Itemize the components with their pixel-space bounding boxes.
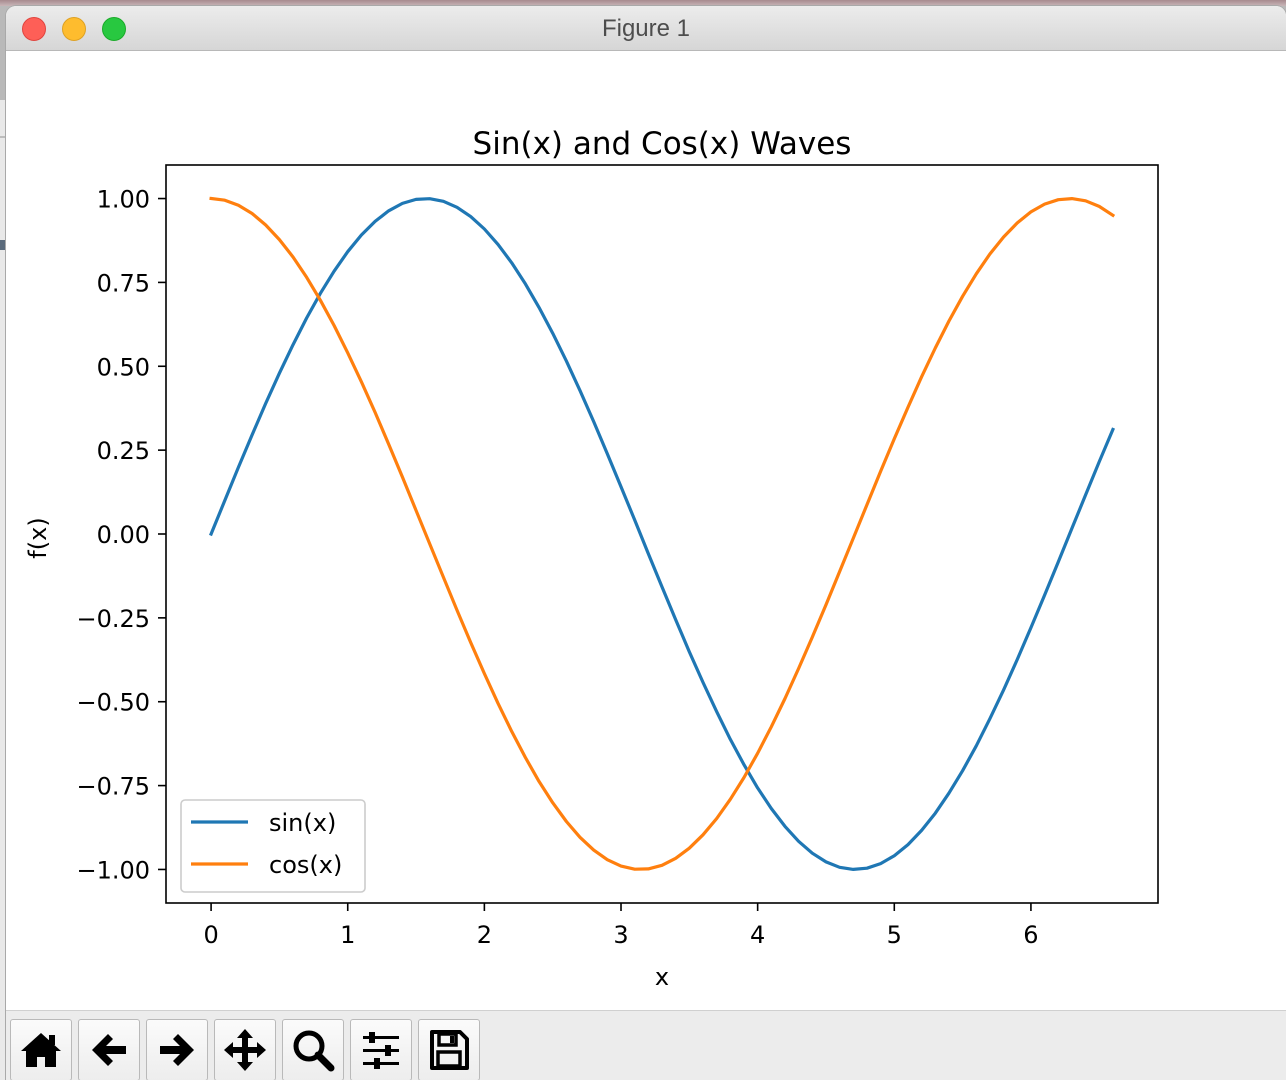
pan-icon — [224, 1029, 266, 1071]
x-tick-label: 5 — [887, 921, 902, 949]
x-axis-label: x — [655, 963, 669, 991]
y-tick-label: 0.75 — [97, 269, 150, 297]
legend-label: sin(x) — [269, 809, 336, 837]
y-axis: 1.00 0.75 0.50 0.25 0.00 −0.25 −0.50 −0.75 −1.00 — [76, 186, 166, 884]
forward-arrow-icon — [160, 1034, 194, 1066]
close-window-button[interactable] — [22, 17, 46, 41]
save-icon — [430, 1030, 469, 1070]
figure-window: Figure 1 Sin(x) and Cos(x) Waves 0 1 2 3 4 5 6… — [6, 6, 1286, 1080]
home-button[interactable] — [10, 1019, 72, 1080]
axes-frame — [165, 164, 1159, 904]
y-tick-label: −0.75 — [76, 773, 150, 801]
x-tick-label: 2 — [477, 921, 492, 949]
series-line-sin — [209, 197, 1115, 872]
forward-button[interactable] — [146, 1019, 208, 1080]
background-window-edge — [0, 100, 8, 1080]
back-arrow-icon — [92, 1034, 126, 1066]
y-tick-label: −0.50 — [76, 689, 150, 717]
y-tick-label: 0.25 — [97, 437, 150, 465]
y-tick-label: 0.50 — [97, 353, 150, 381]
zoom-icon — [293, 1030, 335, 1072]
chart[interactable]: Sin(x) and Cos(x) Waves 0 1 2 3 4 5 6 1.00 0.75… — [6, 51, 1286, 1009]
window-title: Figure 1 — [601, 15, 691, 42]
chart-title: Sin(x) and Cos(x) Waves — [473, 126, 852, 162]
x-tick-label: 3 — [613, 921, 628, 949]
x-tick-label: 6 — [1023, 921, 1038, 949]
desktop-background — [0, 0, 1286, 6]
x-tick-label: 1 — [340, 921, 355, 949]
configure-subplots-icon — [363, 1032, 399, 1069]
x-tick-label: 0 — [203, 921, 218, 949]
series-line-cos — [209, 196, 1116, 871]
plot-area[interactable] — [209, 196, 1116, 872]
y-axis-label: f(x) — [24, 517, 52, 558]
y-tick-label: −0.25 — [76, 605, 150, 633]
configure-subplots-button[interactable] — [350, 1019, 412, 1080]
legend: sin(x) cos(x) — [180, 799, 366, 893]
pan-button[interactable] — [214, 1019, 276, 1080]
maximize-window-button[interactable] — [102, 17, 126, 41]
zoom-button[interactable] — [282, 1019, 344, 1080]
back-button[interactable] — [78, 1019, 140, 1080]
navigation-toolbar — [6, 1010, 1286, 1080]
minimize-window-button[interactable] — [62, 17, 86, 41]
y-tick-label: 0.00 — [97, 521, 150, 549]
y-tick-label: 1.00 — [97, 186, 150, 214]
y-tick-label: −1.00 — [76, 856, 150, 884]
x-axis: 0 1 2 3 4 5 6 — [203, 903, 1039, 949]
legend-label: cos(x) — [269, 851, 342, 879]
home-icon — [21, 1033, 61, 1067]
save-button[interactable] — [418, 1019, 480, 1080]
figure-canvas[interactable]: Sin(x) and Cos(x) Waves 0 1 2 3 4 5 6 1.00 0.75… — [6, 51, 1286, 1009]
title-bar[interactable]: Figure 1 — [6, 6, 1286, 51]
x-tick-label: 4 — [750, 921, 765, 949]
